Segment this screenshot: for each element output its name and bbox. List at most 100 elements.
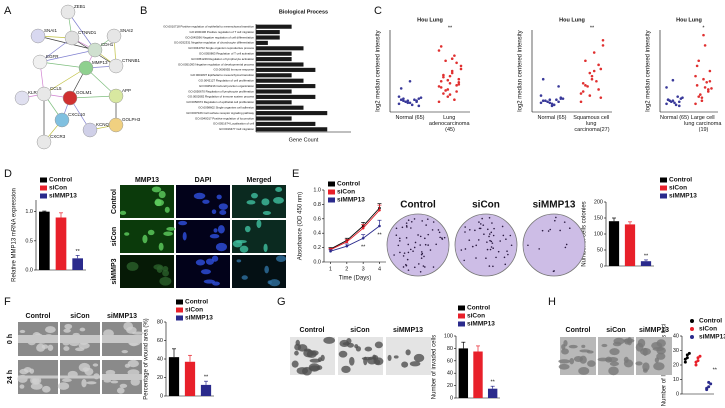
dot xyxy=(601,38,605,42)
x-axis-label: Gene Count xyxy=(289,137,319,143)
network-node xyxy=(30,28,46,44)
dot xyxy=(592,69,596,73)
colony xyxy=(421,220,423,222)
significance: ** xyxy=(713,367,718,373)
legend-swatch xyxy=(176,315,183,321)
legend-swatch xyxy=(328,181,335,187)
node-label: CTNND1 xyxy=(78,30,97,35)
image-cell xyxy=(127,359,139,368)
colony xyxy=(460,249,463,251)
category-label: GO:0040017 Positive regulation of locomo… xyxy=(195,116,254,120)
image-cell xyxy=(308,363,321,372)
colony xyxy=(397,244,400,247)
dot xyxy=(708,69,712,73)
y-tick-label: 40 xyxy=(447,371,453,377)
plate xyxy=(454,213,518,277)
network-edge xyxy=(69,95,117,99)
image-cell xyxy=(158,242,164,251)
image-cell xyxy=(218,203,228,210)
image xyxy=(120,185,174,218)
y-tick-label: 0.4 xyxy=(313,231,321,237)
image-cell xyxy=(558,359,571,364)
colony xyxy=(474,229,476,232)
image-cell xyxy=(656,339,666,348)
y-axis-label: log2 median centered intensity xyxy=(376,30,382,111)
image-cell xyxy=(151,186,162,193)
image-cell xyxy=(239,245,249,253)
dot xyxy=(548,101,552,105)
significance: ** xyxy=(76,249,81,255)
image-cell xyxy=(627,337,633,346)
y-tick-label: 0.0 xyxy=(313,259,321,265)
colony xyxy=(407,251,410,254)
image-cell xyxy=(642,362,650,372)
significance: ** xyxy=(361,245,366,251)
bar xyxy=(256,94,316,99)
dot xyxy=(557,100,560,104)
colony xyxy=(509,234,512,237)
colony xyxy=(418,263,420,265)
colony xyxy=(399,251,401,254)
line xyxy=(330,225,380,252)
dot xyxy=(694,360,698,364)
bar xyxy=(487,388,498,398)
category-label: GO:0050673 Regulation of epithelial cell… xyxy=(186,100,254,104)
panel-label: A xyxy=(4,5,12,17)
legend-swatch xyxy=(458,305,465,311)
colony xyxy=(439,236,441,239)
image-cell xyxy=(47,344,54,351)
dot xyxy=(439,79,443,83)
image-cell xyxy=(92,363,99,367)
colony xyxy=(491,222,493,224)
image-cell xyxy=(78,342,90,349)
colony xyxy=(420,251,423,253)
point xyxy=(361,236,365,240)
dot xyxy=(695,84,699,87)
colony xyxy=(486,248,489,251)
image-row-label: 24 h xyxy=(7,370,14,384)
bar xyxy=(256,100,292,105)
network-node xyxy=(64,30,80,46)
image-cell xyxy=(193,192,206,200)
legend-swatch xyxy=(176,299,183,305)
colony xyxy=(552,270,555,273)
legend-label: siMMP13 xyxy=(699,334,725,341)
colony xyxy=(475,244,478,247)
dot xyxy=(697,59,701,63)
y-tick-label: 60 xyxy=(447,358,453,364)
plate-label: siCon xyxy=(472,200,500,211)
dot xyxy=(579,100,583,104)
colony xyxy=(437,229,440,231)
dot xyxy=(446,95,450,98)
dot xyxy=(557,85,560,88)
colony xyxy=(441,237,443,239)
image-cell xyxy=(61,378,72,383)
y-tick-label: 100 xyxy=(594,231,603,237)
colony xyxy=(489,239,491,242)
image-cell xyxy=(309,358,321,363)
dot xyxy=(453,54,456,57)
colony xyxy=(486,241,488,243)
dot xyxy=(677,104,681,108)
colony xyxy=(488,265,491,267)
dot xyxy=(559,97,563,100)
legend-label: Control xyxy=(49,177,72,184)
wound xyxy=(60,375,100,379)
legend-swatch xyxy=(660,185,667,191)
dot xyxy=(402,97,405,100)
network-edge xyxy=(43,67,87,95)
legend-label: siCon xyxy=(337,189,355,196)
image-cell xyxy=(211,209,217,215)
colony xyxy=(438,231,441,234)
image-cell xyxy=(401,361,409,368)
image-cell xyxy=(652,347,665,351)
image-cell xyxy=(182,231,187,241)
dot xyxy=(552,103,556,107)
dot xyxy=(597,63,600,67)
image-cell xyxy=(653,362,665,371)
image-cell xyxy=(387,354,392,361)
colony xyxy=(564,246,567,249)
category-label: GO:0016477 Cell migration xyxy=(219,127,254,131)
chart-title: Hou Lung xyxy=(417,17,443,23)
node-label: CXCR3 xyxy=(50,134,66,139)
